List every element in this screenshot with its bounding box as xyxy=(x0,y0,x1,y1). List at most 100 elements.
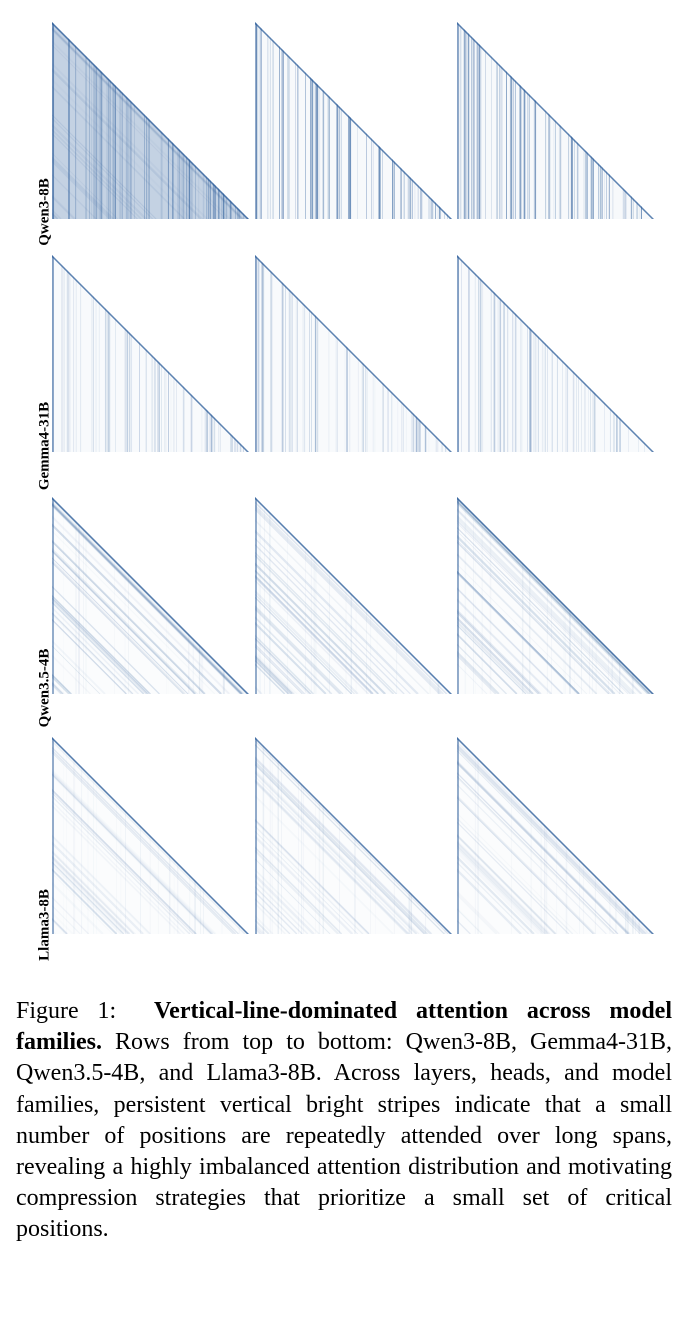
band xyxy=(255,497,397,694)
band xyxy=(457,497,588,694)
band xyxy=(457,737,498,934)
band xyxy=(52,22,185,219)
band xyxy=(255,737,414,934)
band xyxy=(255,497,353,694)
band xyxy=(255,737,410,934)
attention-map xyxy=(52,497,249,694)
band xyxy=(52,737,181,934)
band xyxy=(457,737,530,934)
band xyxy=(52,22,97,219)
band xyxy=(255,497,447,694)
band xyxy=(52,497,197,694)
band xyxy=(52,737,131,934)
band xyxy=(255,497,379,694)
band xyxy=(52,497,196,694)
band xyxy=(457,497,535,694)
band xyxy=(457,497,651,694)
band xyxy=(255,497,310,694)
band xyxy=(457,737,630,934)
band xyxy=(457,497,563,694)
band xyxy=(52,497,106,694)
diagonal xyxy=(255,255,452,452)
band xyxy=(457,497,534,694)
attention-map xyxy=(255,255,452,452)
band xyxy=(457,497,632,694)
band xyxy=(52,497,184,694)
band xyxy=(255,737,449,934)
caption-text: Rows from top to bottom: Qwen3-8B, Gemma… xyxy=(16,1029,672,1243)
band xyxy=(255,497,296,694)
band xyxy=(255,737,420,934)
band xyxy=(52,22,202,219)
band xyxy=(457,497,635,694)
band xyxy=(457,737,616,934)
band xyxy=(52,737,194,934)
band xyxy=(255,497,444,694)
band xyxy=(52,22,244,219)
band xyxy=(457,497,497,694)
band xyxy=(52,737,118,934)
band xyxy=(255,497,374,694)
band xyxy=(457,497,530,694)
band xyxy=(255,497,333,694)
band xyxy=(52,497,127,694)
band xyxy=(52,737,125,934)
band xyxy=(255,497,303,694)
band xyxy=(457,497,518,694)
band xyxy=(255,497,430,694)
band xyxy=(457,497,651,694)
attention-map xyxy=(255,22,452,219)
band xyxy=(457,737,619,934)
band xyxy=(52,737,191,934)
band xyxy=(52,497,140,694)
band xyxy=(255,737,331,934)
band xyxy=(255,737,358,934)
band xyxy=(255,737,432,934)
band xyxy=(255,737,445,934)
band xyxy=(457,497,507,694)
band xyxy=(52,22,119,219)
band xyxy=(52,497,198,694)
band xyxy=(255,737,340,934)
band xyxy=(457,737,650,934)
band xyxy=(52,737,234,934)
band xyxy=(255,497,327,694)
band xyxy=(255,497,375,694)
band xyxy=(255,737,309,934)
attention-map xyxy=(52,737,249,934)
band xyxy=(52,737,237,934)
band xyxy=(52,497,242,694)
band xyxy=(457,737,549,934)
band xyxy=(52,497,145,694)
band xyxy=(255,497,395,694)
band xyxy=(457,737,570,934)
band xyxy=(255,497,344,694)
band xyxy=(52,737,129,934)
band xyxy=(52,737,125,934)
band xyxy=(52,737,212,934)
band xyxy=(457,497,611,694)
band xyxy=(52,497,206,694)
band xyxy=(457,737,556,934)
band xyxy=(255,737,418,934)
band xyxy=(52,737,144,934)
band xyxy=(457,497,581,694)
band xyxy=(255,497,386,694)
band xyxy=(457,737,631,934)
band xyxy=(52,737,90,934)
band xyxy=(255,737,433,934)
band xyxy=(52,22,242,219)
band xyxy=(457,737,596,934)
band xyxy=(255,497,312,694)
band xyxy=(255,737,431,934)
band xyxy=(52,22,204,219)
band xyxy=(52,22,142,219)
band xyxy=(52,497,186,694)
band xyxy=(52,22,114,219)
band xyxy=(52,497,248,694)
band xyxy=(457,497,650,694)
band xyxy=(457,737,547,934)
band xyxy=(457,497,649,694)
band xyxy=(457,737,648,934)
band xyxy=(457,737,644,934)
